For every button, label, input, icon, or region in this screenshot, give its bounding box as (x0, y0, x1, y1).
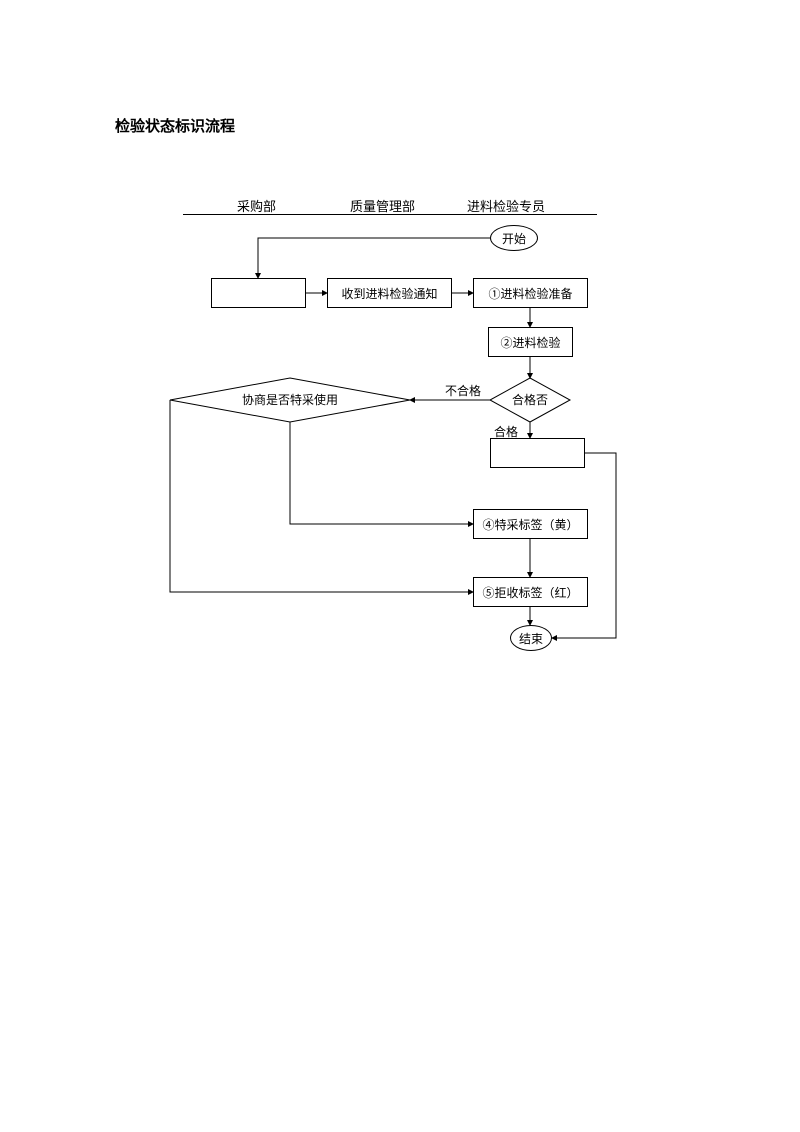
node-inspect: ②进料检验 (488, 327, 573, 357)
svg-text:协商是否特采使用: 协商是否特采使用 (242, 392, 338, 407)
node-receive-notice: 收到进料检验通知 (327, 278, 452, 308)
column-header-purchasing: 采购部 (237, 196, 276, 215)
node-blank-pass (490, 438, 585, 468)
edge-label-pass: 合格 (494, 423, 518, 440)
node-decision-pass: 合格否 (490, 378, 570, 422)
column-header-inspector: 进料检验专员 (467, 196, 545, 215)
node-special-label: ④特采标签（黄） (473, 509, 588, 539)
header-underline (183, 214, 597, 215)
edge-label-fail: 不合格 (445, 382, 481, 399)
node-blank-purchasing (211, 278, 306, 308)
connector-lines (0, 0, 800, 1132)
svg-text:合格否: 合格否 (512, 392, 548, 407)
page-title: 检验状态标识流程 (115, 115, 235, 136)
node-reject-label: ⑤拒收标签（红） (473, 577, 588, 607)
node-decision-negotiate: 协商是否特采使用 (170, 378, 410, 422)
flowchart-canvas: 检验状态标识流程 采购部 质量管理部 进料检验专员 (0, 0, 800, 1132)
node-start: 开始 (490, 225, 538, 251)
node-prep: ①进料检验准备 (473, 278, 588, 308)
column-header-quality: 质量管理部 (350, 196, 415, 215)
node-end: 结束 (510, 625, 552, 651)
